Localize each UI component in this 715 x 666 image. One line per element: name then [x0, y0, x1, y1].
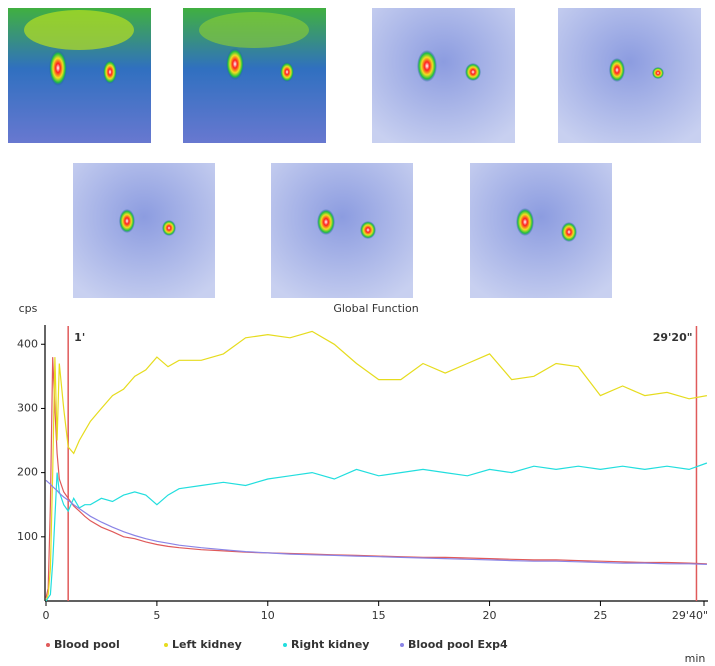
legend-dot — [400, 643, 404, 647]
y-tick-label: 400 — [17, 337, 38, 350]
scan-frame — [8, 8, 151, 143]
scan-frame — [271, 163, 413, 298]
x-tick-label: 10 — [261, 609, 275, 622]
time-marker-label: 29'20" — [653, 331, 693, 344]
scan-frame — [73, 163, 215, 298]
series-line — [45, 357, 707, 598]
scan-frame — [470, 163, 612, 298]
legend-dot — [46, 643, 50, 647]
x-tick-label: 29'40" — [672, 609, 708, 622]
y-axis-label: cps — [19, 302, 38, 315]
x-tick-label: 20 — [483, 609, 497, 622]
legend-label: Left kidney — [172, 638, 242, 651]
series-line — [45, 462, 708, 602]
x-tick-label: 15 — [372, 609, 386, 622]
scan-frame — [558, 8, 701, 143]
legend-label: Blood pool — [54, 638, 120, 651]
x-tick-label: 25 — [593, 609, 607, 622]
y-tick-label: 100 — [17, 530, 38, 543]
x-tick-label: 0 — [43, 609, 50, 622]
chart-title: Global Function — [333, 302, 418, 315]
x-axis-label: min — [685, 652, 706, 665]
x-tick-label: 5 — [153, 609, 160, 622]
y-tick-label: 200 — [17, 466, 38, 479]
scan-frame — [183, 8, 326, 143]
series-line — [45, 479, 707, 565]
series-line — [45, 330, 708, 602]
legend-dot — [164, 643, 168, 647]
y-tick-label: 300 — [17, 401, 38, 414]
legend-label: Blood pool Exp4 — [408, 638, 508, 651]
time-marker-label: 1' — [74, 331, 85, 344]
legend-dot — [283, 643, 287, 647]
scan-frame — [372, 8, 515, 143]
scan-images — [8, 8, 701, 298]
legend-label: Right kidney — [291, 638, 369, 651]
